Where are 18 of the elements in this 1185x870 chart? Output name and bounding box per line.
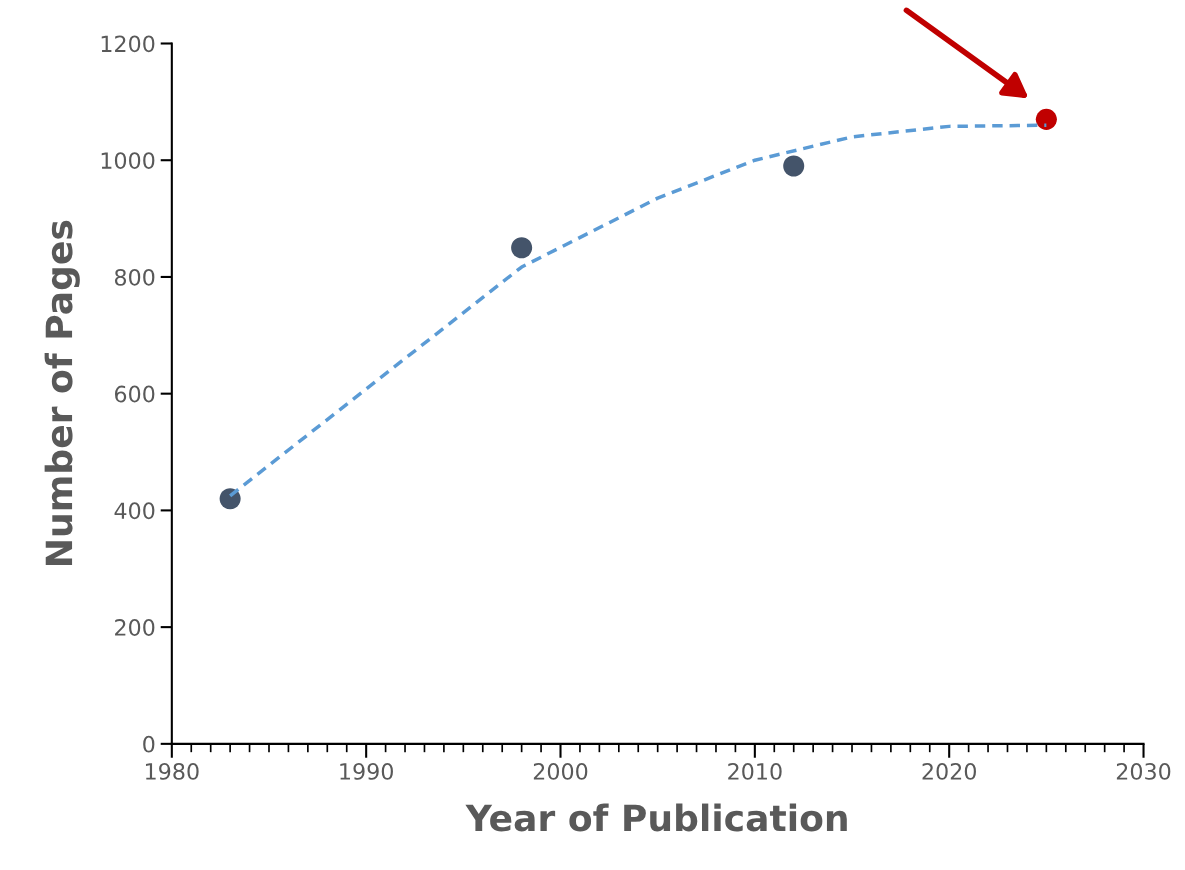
y-tick-label: 400 [114,502,155,520]
y-tick-label: 1000 [101,152,155,169]
x-tick-label: 1980 [145,762,199,780]
x-axis-title: Year of Publication [465,803,847,832]
x-tick-label: 1990 [340,762,393,780]
point [511,237,533,259]
x-tick-label: 2030 [1116,762,1171,780]
y-tick-label: 1200 [101,35,155,53]
x-tick-label: 2000 [533,762,588,780]
y-tick-label: 800 [114,268,155,286]
y-tick-label: 0 [143,735,155,753]
y-tick-label: 600 [114,385,155,403]
x-tick-label: 2010 [728,762,782,780]
point [783,155,805,177]
y-axis-title: Number of Pages [44,220,80,565]
x-tick-label: 2020 [922,762,976,780]
y-tick-label: 200 [115,619,155,636]
point [1035,108,1057,130]
